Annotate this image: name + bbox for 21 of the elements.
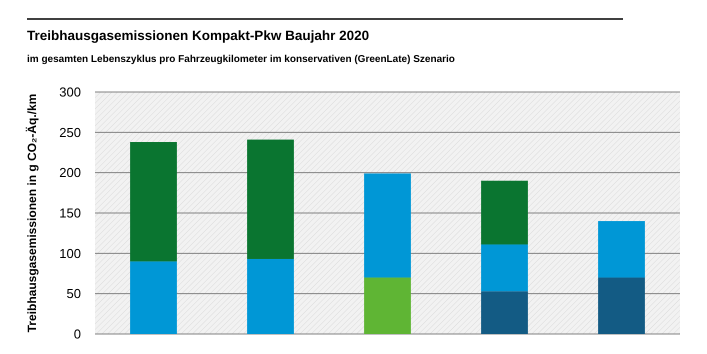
y-tick-label: 50 [66, 286, 81, 302]
bar [598, 278, 645, 334]
bar [598, 221, 645, 278]
y-tick-label: 100 [59, 246, 81, 261]
y-tick-label: 0 [74, 326, 81, 342]
bar [130, 261, 177, 334]
y-tick-label: 300 [59, 84, 81, 100]
bar [481, 291, 528, 334]
y-tick-label: 150 [59, 206, 81, 221]
y-tick-label: 250 [59, 124, 81, 140]
y-axis-title: Treibhausgasemissionen in g CO₂-Äq./km [25, 94, 39, 332]
bar [481, 180, 528, 244]
bar [247, 258, 294, 334]
chart-subtitle: im gesamten Lebenszyklus pro Fahrzeugkilometer im konservativen (GreenLate) Szenario [27, 54, 455, 65]
y-tick-label: 200 [59, 165, 81, 180]
chart-title: Treibhausgasemissionen Kompakt-Pkw Baujahr 2020 [27, 28, 370, 43]
bar [247, 140, 294, 259]
bar [130, 142, 177, 262]
bar [364, 278, 411, 334]
bar [481, 244, 528, 292]
bar [364, 173, 411, 278]
